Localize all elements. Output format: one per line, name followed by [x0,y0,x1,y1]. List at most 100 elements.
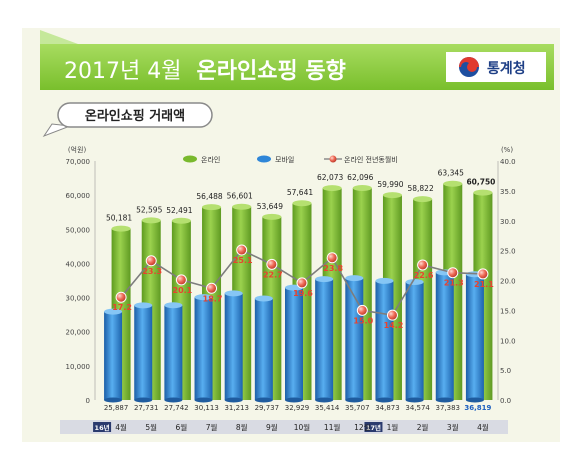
mobile-bar [405,281,424,400]
y-left-tick-label: 20,000 [66,329,91,337]
mobile-bar-base [134,397,153,403]
mobile-bar [164,305,183,400]
yoy-point [356,304,368,316]
mobile-value-label: 34,873 [375,404,400,412]
yoy-point [145,255,157,267]
header-title: 2017년 4월 온라인쇼핑 동향 [64,59,346,84]
mobile-bar-base [194,397,213,403]
yoy-point [266,258,278,270]
mobile-bar-cap [194,294,213,301]
category-label: 7월 [206,422,218,432]
mobile-bar-base [224,397,243,403]
y-right-tick-label: 5.0 [500,367,511,375]
yoy-point [175,274,187,286]
mobile-value-label: 25,887 [104,404,129,412]
online-value-label: 53,649 [257,202,283,211]
online-bar-cap [262,213,282,220]
y-left-tick-label: 10,000 [66,363,91,371]
yoy-point [386,309,398,321]
yoy-value-label: 18.7 [203,294,223,303]
mobile-bar [375,280,394,400]
legend-mobile-swatch [257,155,271,163]
yoy-point [477,268,489,280]
online-value-label: 62,073 [317,173,343,182]
yoy-value-label: 22.6 [414,271,434,280]
section-label: 온라인쇼핑 거래액 [42,102,213,138]
mobile-bar-cap [134,302,153,309]
yoy-value-label: 22.7 [263,270,283,279]
mobile-value-label: 30,113 [194,404,219,412]
y-right-tick-label: 35.0 [500,188,516,196]
yoy-value-label: 25.1 [233,256,253,265]
online-bar-cap [171,217,191,224]
online-bar-cap [443,180,463,187]
mobile-bar-base [345,397,364,403]
online-bar-cap [141,217,161,224]
mobile-bar-cap [254,295,273,302]
category-label: 4월 [477,422,489,432]
y-left-tick-label: 60,000 [66,192,91,200]
yoy-point [296,277,308,289]
online-bar-cap [473,189,493,196]
header-title-bold: 온라인쇼핑 동향 [196,59,345,84]
mobile-value-label: 27,731 [134,404,159,412]
online-value-label: 52,491 [166,206,192,215]
yoy-point [236,244,248,256]
section-label-pointer [42,123,71,138]
section-title: 온라인쇼핑 거래액 [85,108,185,124]
yoy-point [206,282,218,294]
mobile-value-label: 31,213 [224,404,249,412]
category-label: 1월 [387,422,399,432]
mobile-bar-base [285,397,303,403]
online-bar-cap [413,196,433,203]
mobile-bar [435,272,454,400]
mobile-bar-cap [104,308,123,315]
section-label-pill [57,102,213,128]
mobile-value-label: 35,707 [345,404,370,412]
mobile-bar [194,297,213,400]
year-tag-label: 17년 [366,423,381,432]
y-left-tick-label: 70,000 [66,158,91,166]
category-label: 9월 [266,422,278,432]
online-value-label: 58,822 [407,184,433,193]
category-label: 2월 [417,422,429,432]
yoy-value-label: 17.2 [112,303,132,312]
y-right-tick-label: 0.0 [500,397,511,405]
mobile-bar [134,305,153,400]
yoy-value-label: 14.2 [384,321,404,330]
mobile-bar [285,287,303,400]
online-bar-cap [111,225,131,232]
header-notch [40,30,78,44]
mobile-value-label: 35,414 [315,404,340,412]
category-label: 10월 [294,422,311,432]
mobile-bar-cap [375,277,394,284]
y-left-tick-label: 0 [86,397,90,405]
mobile-bar [465,274,484,400]
legend-yoy-swatch [329,155,337,163]
online-bar-cap [352,184,372,191]
online-bar-cap [322,185,342,192]
y-right-tick-label: 40.0 [500,158,516,166]
yoy-value-label: 15.0 [353,316,373,325]
mobile-bar-cap [405,278,424,285]
year-tag-box [93,422,112,432]
mobile-bar-cap [164,302,183,309]
y-right-unit: (%) [501,146,513,154]
y-left-tick-label: 50,000 [66,226,91,234]
yoy-value-label: 20.1 [173,286,193,295]
category-label: 6월 [176,422,188,432]
online-value-label: 56,488 [196,192,222,201]
mobile-value-label: 27,742 [164,404,189,412]
yoy-point [447,267,459,279]
category-label: 11월 [324,422,341,432]
online-value-label: 62,096 [347,173,373,182]
category-label: 3월 [447,422,459,432]
mobile-bar-base [435,397,454,403]
mobile-bar-base [465,397,484,403]
year-tag-label: 16년 [95,423,110,432]
mobile-bar [315,279,334,400]
legend-yoy-label: 온라인 전년동월비 [344,155,398,164]
y-left-unit: (억원) [68,145,87,154]
mobile-bar-base [315,397,334,403]
